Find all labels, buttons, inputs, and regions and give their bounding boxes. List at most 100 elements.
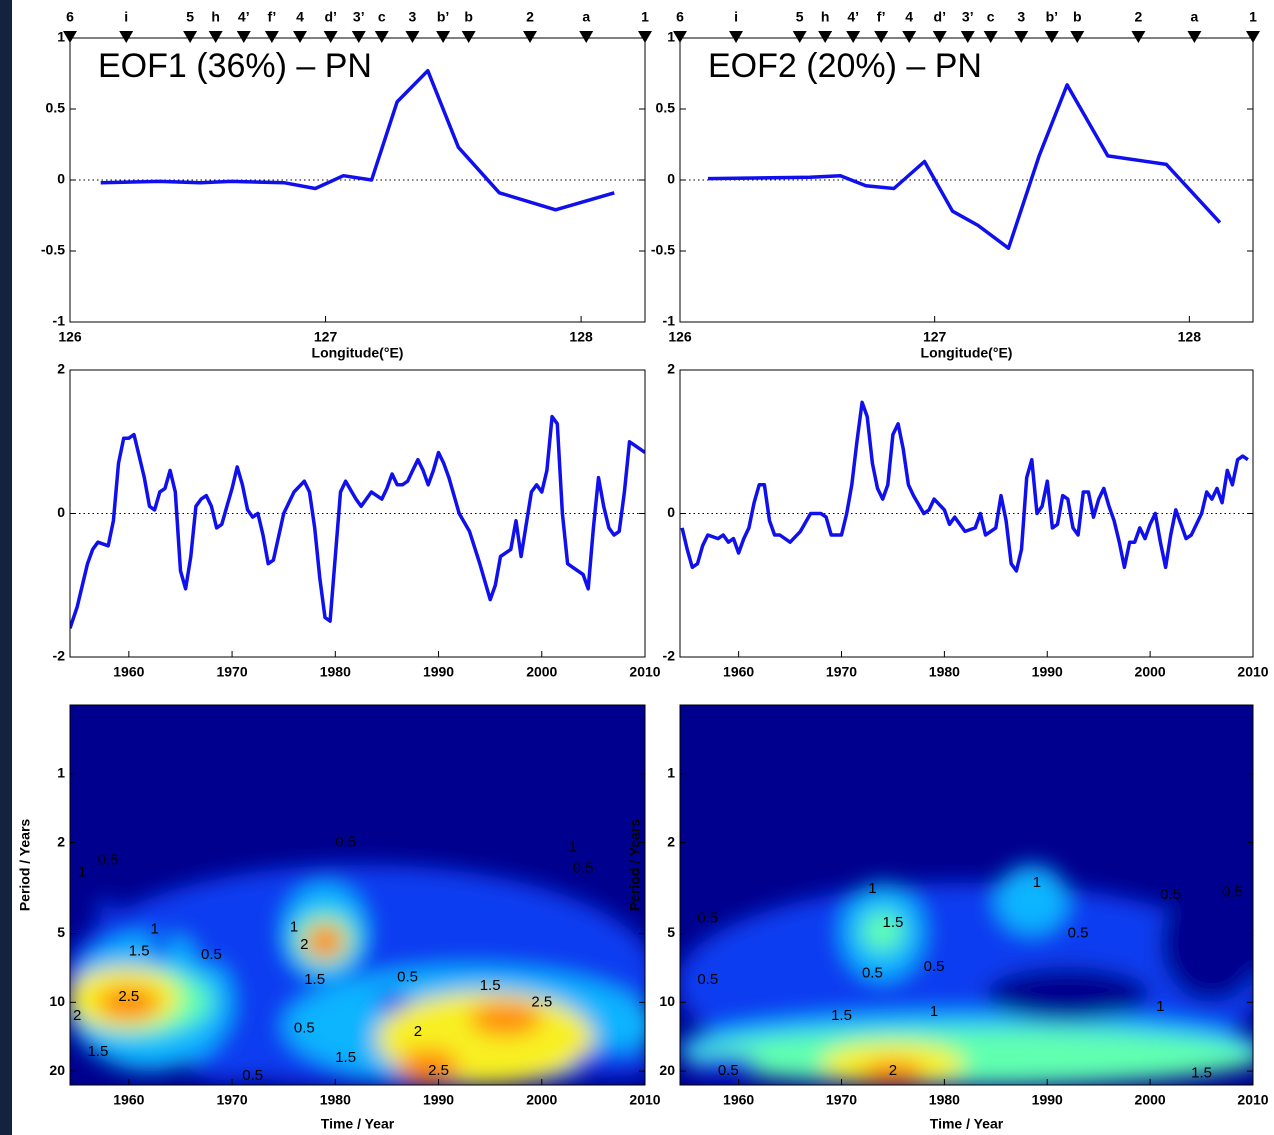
y-tick-label: 0 — [57, 504, 65, 520]
x-tick-label: 128 — [1178, 329, 1202, 345]
power-region — [376, 991, 408, 1012]
series-line — [707, 83, 1222, 250]
contour-label: 1.5 — [304, 971, 325, 988]
contour-label: 2.5 — [428, 1062, 449, 1079]
contour-label: 0.5 — [98, 852, 119, 869]
x-tick-label: 2010 — [629, 1092, 660, 1108]
y-tick-label: 0.5 — [46, 100, 66, 116]
x-tick-label: 2010 — [1237, 664, 1268, 680]
station-label: 2 — [1135, 9, 1143, 25]
x-tick-label: 1960 — [723, 664, 754, 680]
series-line — [100, 68, 615, 212]
station-label: 6 — [66, 9, 74, 25]
station-label: b — [464, 9, 473, 25]
x-tick-label: 1960 — [113, 1092, 144, 1108]
heatmap-regions — [70, 864, 645, 1085]
x-tick-label: 127 — [314, 329, 338, 345]
heatmap-regions — [680, 864, 1253, 1085]
x-tick-label: 2000 — [526, 664, 557, 680]
contour-label: 2.5 — [118, 988, 139, 1005]
station-label: 4’ — [238, 9, 250, 25]
contour-label: 0.5 — [718, 1062, 739, 1079]
x-tick-label: 1990 — [423, 664, 454, 680]
x-tick-label: 2010 — [629, 664, 660, 680]
y-axis-label: Period / Years — [627, 819, 643, 912]
x-tick-label: 1990 — [423, 1092, 454, 1108]
power-region — [469, 1002, 542, 1036]
power-region — [687, 1054, 760, 1076]
power-region — [862, 911, 904, 952]
y-tick-label: -0.5 — [41, 242, 65, 258]
y-tick-label: -2 — [663, 648, 676, 664]
power-region — [190, 1054, 274, 1081]
station-label: d’ — [934, 9, 946, 25]
contour-label: 0.5 — [201, 946, 222, 963]
x-axis-label: Longitude(°E) — [312, 345, 404, 361]
panel: -2 0 2 1960 1970 1980 1990 2000 2010 — [53, 361, 661, 680]
x-tick-label: 2000 — [1135, 664, 1166, 680]
y-tick-label: 2 — [57, 833, 65, 849]
station-marker — [1246, 31, 1260, 43]
x-tick-label: 1980 — [929, 1092, 960, 1108]
x-tick-label: 2000 — [526, 1092, 557, 1108]
station-label: h — [211, 9, 220, 25]
contour-label: 1.5 — [883, 914, 904, 931]
x-tick-label: 1980 — [929, 664, 960, 680]
panel: 0.5 0.5 1 1.5 0.5 0.5 1 0.5 0.5 0.5 1.5 1 1 1.5 0.5 2 Pe… — [627, 704, 1269, 1132]
y-tick-label: -0.5 — [651, 242, 675, 258]
x-tick-label: 1970 — [826, 664, 857, 680]
contour-label: 0.5 — [697, 971, 718, 988]
contour-label: 2 — [889, 1062, 897, 1079]
station-marker — [461, 31, 476, 43]
contour-label: 2.5 — [531, 993, 552, 1010]
station-marker — [374, 31, 389, 43]
contour-label: 0.5 — [697, 910, 718, 927]
x-tick-label: 1970 — [216, 1092, 247, 1108]
station-label: a — [1191, 9, 1199, 25]
contour-label: 1 — [150, 920, 158, 937]
y-tick-label: 0 — [57, 171, 65, 187]
contour-label: 1 — [569, 838, 577, 855]
contour-label: 0.5 — [397, 969, 418, 986]
station-marker — [932, 31, 947, 43]
station-marker — [264, 31, 279, 43]
x-tick-label: 126 — [668, 329, 692, 345]
station-label: f’ — [267, 9, 276, 25]
series-line — [680, 400, 1249, 573]
station-label: 3’ — [353, 9, 365, 25]
station-marker — [293, 31, 307, 43]
contour-label: 1 — [290, 918, 298, 935]
station-marker — [1131, 31, 1146, 43]
contour-label: 1.5 — [129, 943, 150, 960]
station-marker — [351, 31, 366, 43]
x-tick-label: 127 — [923, 329, 947, 345]
x-axis-label: Time / Year — [930, 1116, 1004, 1132]
station-label: i — [124, 9, 128, 25]
contour-label: 2 — [414, 1023, 422, 1040]
station-marker — [846, 31, 861, 43]
x-tick-label: 128 — [569, 329, 593, 345]
x-tick-label: 2000 — [1135, 1092, 1166, 1108]
y-tick-label: 20 — [659, 1062, 675, 1078]
station-label: 4 — [296, 9, 304, 25]
station-label: 4’ — [847, 9, 859, 25]
station-label: h — [821, 9, 830, 25]
chart-title: EOF1 (36%) – PN — [98, 47, 372, 85]
station-marker — [405, 31, 420, 43]
contour-label: 0.5 — [335, 834, 356, 851]
y-tick-label: 2 — [667, 833, 675, 849]
x-tick-label: 1990 — [1032, 664, 1063, 680]
station-label: c — [378, 9, 386, 25]
contour-label: 0.5 — [294, 1019, 315, 1036]
contour-label: 0.5 — [1160, 886, 1181, 903]
station-marker — [818, 31, 833, 43]
y-tick-label: -2 — [53, 648, 66, 664]
y-tick-label: 0 — [667, 504, 675, 520]
station-label: b — [1073, 9, 1082, 25]
y-tick-label: 10 — [659, 993, 675, 1009]
station-marker — [638, 31, 652, 43]
